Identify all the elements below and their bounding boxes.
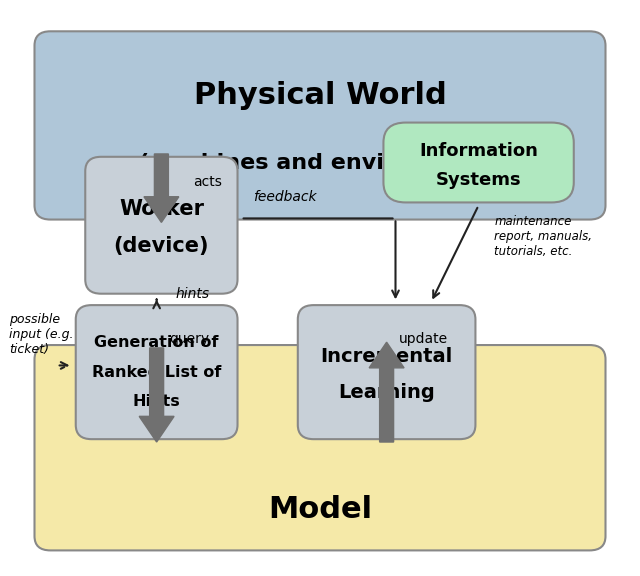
- Text: Ranked List of: Ranked List of: [92, 365, 221, 380]
- Text: feedback: feedback: [253, 190, 317, 204]
- Text: Physical World: Physical World: [194, 81, 446, 110]
- Text: update: update: [399, 332, 449, 346]
- Text: Information: Information: [419, 142, 538, 160]
- FancyBboxPatch shape: [85, 157, 237, 294]
- Text: Learning: Learning: [339, 382, 435, 401]
- Text: maintenance
report, manuals,
tutorials, etc.: maintenance report, manuals, tutorials, …: [495, 215, 593, 258]
- FancyBboxPatch shape: [35, 31, 605, 219]
- FancyBboxPatch shape: [383, 123, 574, 202]
- Text: Hints: Hints: [132, 394, 180, 409]
- Text: acts: acts: [193, 176, 222, 190]
- Text: query: query: [170, 332, 209, 346]
- Text: (device): (device): [114, 236, 209, 256]
- FancyBboxPatch shape: [76, 305, 237, 439]
- Text: Incremental: Incremental: [321, 347, 452, 366]
- FancyBboxPatch shape: [298, 305, 476, 439]
- Text: (machines and environment): (machines and environment): [139, 153, 501, 173]
- FancyArrow shape: [144, 154, 179, 222]
- FancyBboxPatch shape: [35, 345, 605, 551]
- Text: Generation of: Generation of: [94, 335, 219, 350]
- Text: possible
input (e.g.
ticket): possible input (e.g. ticket): [9, 313, 74, 355]
- Text: Systems: Systems: [436, 171, 522, 189]
- Text: Model: Model: [268, 495, 372, 524]
- Text: Worker: Worker: [119, 199, 204, 219]
- FancyArrow shape: [139, 348, 174, 442]
- FancyArrow shape: [369, 342, 404, 442]
- Text: hints: hints: [175, 287, 210, 301]
